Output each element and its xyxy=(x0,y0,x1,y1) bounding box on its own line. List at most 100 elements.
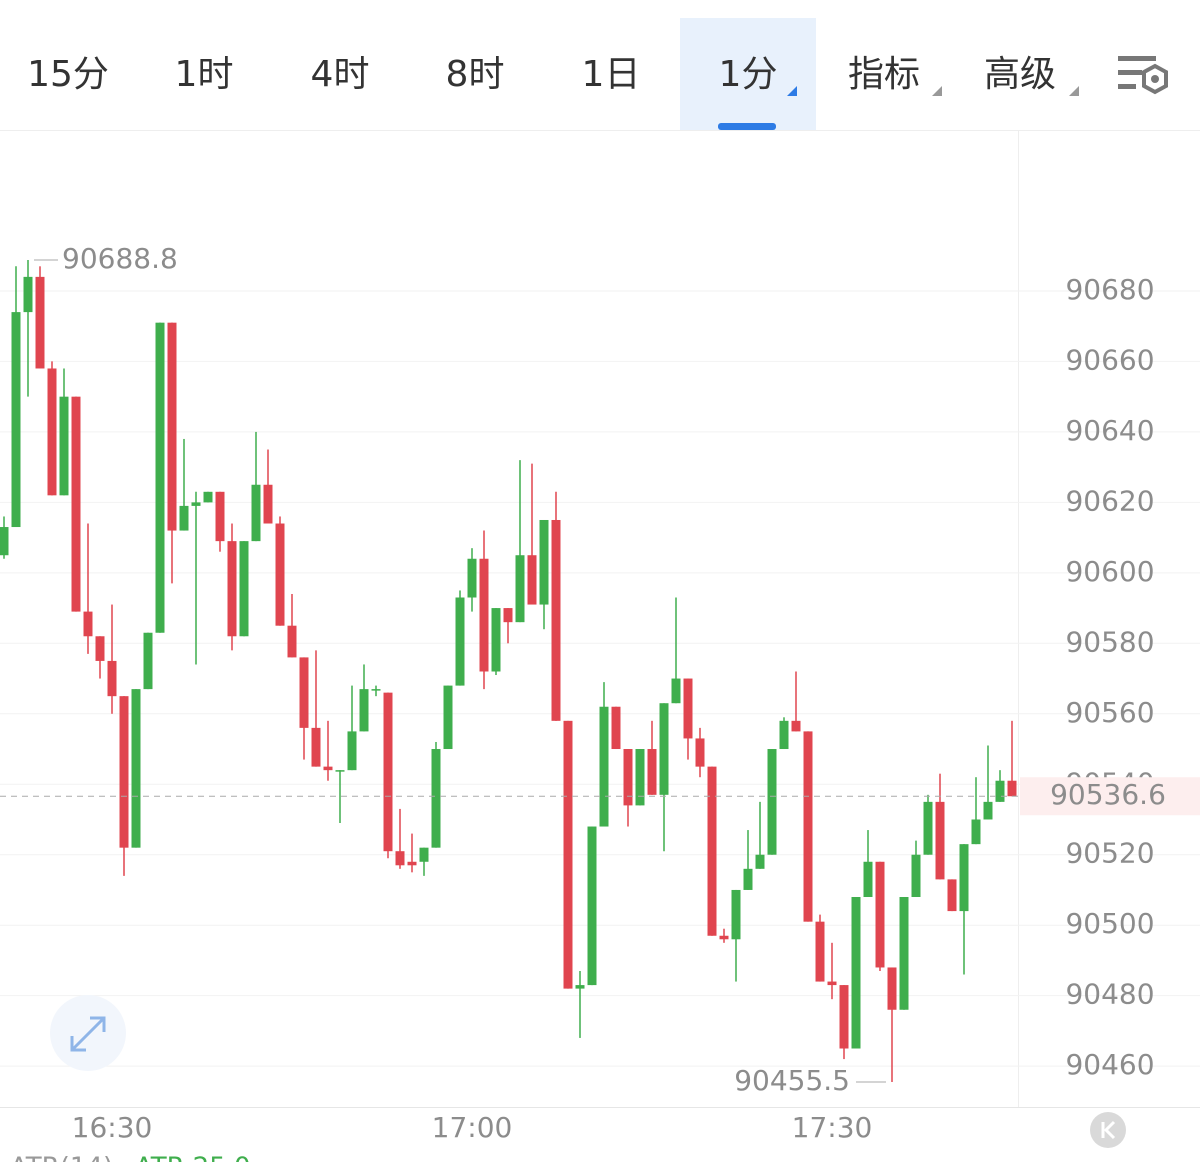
candle-body xyxy=(767,749,777,855)
dropdown-arrow xyxy=(1069,86,1079,96)
candle-body xyxy=(719,935,729,940)
candle-body xyxy=(83,611,93,637)
candle-body xyxy=(239,541,249,637)
active-tab-underline xyxy=(718,123,776,130)
tab[interactable]: 1日 xyxy=(582,54,641,95)
last-price-label: 90536.6 xyxy=(1050,778,1166,811)
candle-body xyxy=(11,312,21,528)
x-tick-label: 17:00 xyxy=(432,1111,513,1144)
y-tick-label: 90520 xyxy=(1065,837,1154,870)
y-tick-label: 90620 xyxy=(1065,484,1154,517)
y-tick-label: 90640 xyxy=(1065,414,1154,447)
candle-body xyxy=(707,766,717,936)
candle-body xyxy=(683,678,693,739)
candle-body xyxy=(1007,780,1017,797)
candle-body xyxy=(251,484,261,542)
candle-body xyxy=(659,703,669,795)
dropdown-arrow xyxy=(787,86,797,96)
candle-body xyxy=(383,692,393,852)
candle-body xyxy=(59,396,69,496)
y-tick-label: 90560 xyxy=(1065,696,1154,729)
candle-body xyxy=(491,608,501,672)
settings-icon[interactable] xyxy=(1118,56,1168,95)
candle-body xyxy=(191,502,201,506)
candle-body xyxy=(179,505,189,531)
candle-body xyxy=(911,854,921,898)
candle-body xyxy=(215,491,225,542)
candle-body xyxy=(731,889,741,940)
candle-body xyxy=(419,847,429,862)
candle-body xyxy=(131,689,141,848)
candle-body xyxy=(815,921,825,982)
candle-body xyxy=(947,879,957,912)
tab[interactable]: 1时 xyxy=(175,54,234,95)
candle-body xyxy=(443,685,453,750)
tab[interactable]: 指标 xyxy=(848,54,920,95)
candle-body xyxy=(695,738,705,767)
candle-body xyxy=(827,981,837,986)
candle-body xyxy=(611,706,621,750)
y-tick-label: 90580 xyxy=(1065,625,1154,658)
indicator-value: ATR:25.0 xyxy=(135,1153,251,1162)
candle-body xyxy=(623,749,633,806)
candle-body xyxy=(275,523,285,626)
candle-body xyxy=(755,854,765,869)
candle-body xyxy=(515,555,525,623)
candle-body xyxy=(803,731,813,922)
candle-body xyxy=(791,720,801,732)
y-tick-label: 90660 xyxy=(1065,343,1154,376)
expand-icon xyxy=(70,1016,106,1052)
candle-body xyxy=(395,851,405,866)
candle-body xyxy=(971,819,981,845)
candle-body xyxy=(203,491,213,503)
candle-body xyxy=(923,801,933,855)
candle-body xyxy=(47,368,57,496)
candle-body xyxy=(743,868,753,890)
candle-body xyxy=(839,985,849,1049)
candle-body xyxy=(875,861,885,968)
tab[interactable]: 1分 xyxy=(719,54,778,95)
candle-body xyxy=(323,766,333,771)
x-tick-label: 17:30 xyxy=(792,1111,873,1144)
candle-body xyxy=(587,826,597,986)
tab[interactable]: 4时 xyxy=(311,54,370,95)
candle-body xyxy=(959,844,969,912)
candle-body xyxy=(899,897,909,1010)
active-tab-bg xyxy=(680,18,816,130)
candle-body xyxy=(563,720,573,989)
candle-body xyxy=(935,801,945,880)
candle-body xyxy=(863,861,873,898)
dropdown-arrow xyxy=(932,86,942,96)
candle-body xyxy=(647,749,657,795)
min-label: 90455.5 xyxy=(734,1064,850,1097)
y-tick-label: 90680 xyxy=(1065,273,1154,306)
candle-body xyxy=(119,696,129,848)
tab[interactable]: 8时 xyxy=(446,54,505,95)
candle-body xyxy=(503,608,513,623)
tab[interactable]: 高级 xyxy=(984,54,1056,95)
candle-body xyxy=(995,780,1005,802)
candle-body xyxy=(431,749,441,848)
candle-body xyxy=(575,985,585,989)
candle-body xyxy=(287,625,297,658)
candle-body xyxy=(227,541,237,637)
candle-body xyxy=(479,558,489,672)
tab[interactable]: 15分 xyxy=(27,54,109,95)
candle-body xyxy=(887,967,897,1010)
last-price-bg xyxy=(1020,777,1200,816)
candle-body xyxy=(527,555,537,605)
y-tick-label: 90480 xyxy=(1065,978,1154,1011)
candle-body xyxy=(671,678,681,704)
indicator-name: ATR(14) xyxy=(10,1153,113,1162)
candle-body xyxy=(551,519,561,721)
candle-body xyxy=(311,727,321,767)
candle-body xyxy=(35,276,45,369)
candle-body xyxy=(371,689,381,691)
candle-body xyxy=(359,689,369,732)
candle-body xyxy=(143,632,153,690)
candle-body xyxy=(635,749,645,806)
candle-body xyxy=(335,770,345,772)
candle-body xyxy=(95,636,105,661)
candle-body xyxy=(599,706,609,827)
